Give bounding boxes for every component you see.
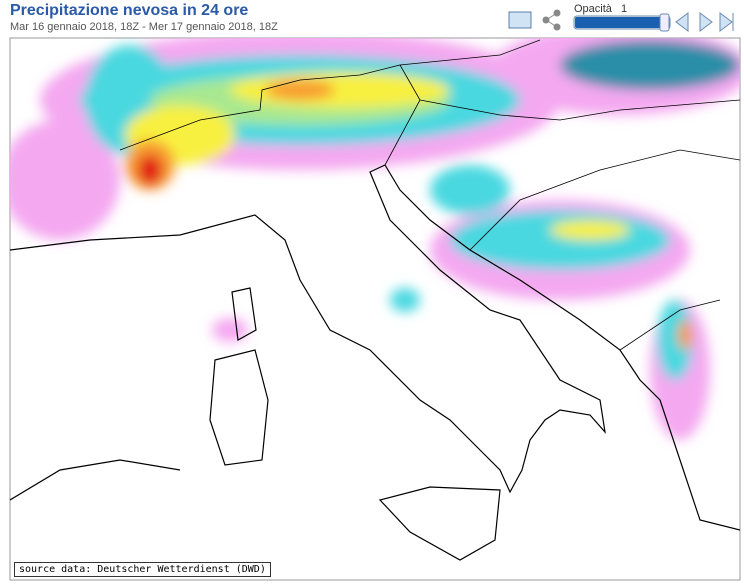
borders [119, 39, 740, 351]
opacity-fill [575, 17, 669, 28]
title: Precipitazione nevosa in 24 ore [10, 2, 249, 19]
opacity-value: 1 [621, 3, 628, 15]
opacity-label: Opacità [574, 3, 612, 15]
coastlines [10, 164, 740, 561]
prev-button[interactable] [675, 12, 689, 32]
map [9, 37, 741, 581]
last-button[interactable] [719, 12, 734, 32]
share-button[interactable] [542, 9, 561, 31]
source-note: source data: Deutscher Wetterdienst (DWD… [14, 562, 271, 577]
subtitle: Mar 16 gennaio 2018, 18Z - Mer 17 gennai… [10, 21, 278, 33]
controls-icons [508, 9, 734, 32]
opacity-knob[interactable] [659, 13, 670, 32]
legend-button[interactable] [508, 11, 532, 29]
snow-field [10, 38, 740, 440]
next-button[interactable] [699, 12, 713, 32]
